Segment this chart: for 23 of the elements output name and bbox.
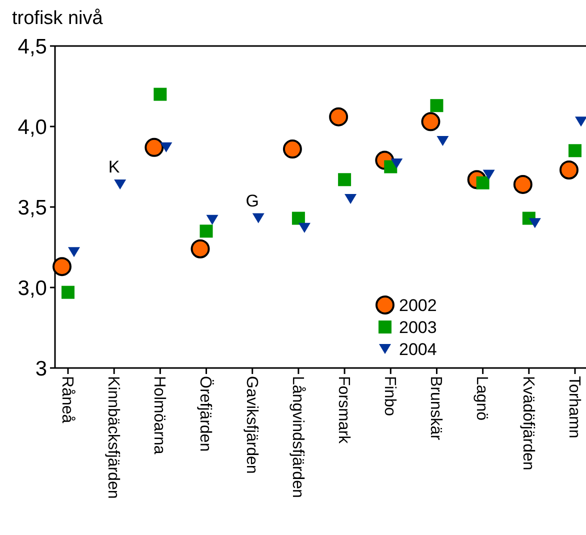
annotation: K	[108, 157, 120, 176]
x-tick-label: Kvädöfjärden	[519, 376, 536, 470]
x-tick-label: Råneå	[58, 376, 76, 424]
legend-label: 2003	[399, 318, 437, 337]
x-tick-label: Långvindsfjärden	[288, 376, 306, 498]
y-tick-label: 3	[35, 357, 47, 380]
x-tick-label: Forsmark	[334, 376, 352, 445]
x-tick-label: Holmöarna	[150, 376, 168, 454]
y-tick-label: 3,5	[18, 196, 47, 220]
legend-label: 2002	[399, 296, 437, 315]
annotation: G	[246, 191, 259, 210]
y-axis-title: trofisk nivå	[12, 8, 104, 29]
y-tick-label: 3,0	[18, 276, 47, 300]
x-tick-label: Örefjärden	[196, 376, 215, 452]
y-tick-label: 4,0	[18, 116, 47, 139]
y-tick-label: 4,5	[18, 35, 47, 58]
x-tick-label: Brunskär	[427, 376, 444, 441]
x-tick-label: Gaviksfjärden	[242, 376, 260, 474]
legend-label: 2004	[399, 340, 437, 359]
x-tick-label: Finbo	[381, 376, 398, 416]
x-tick-label: Kinnbäcksfjärden	[104, 376, 122, 499]
x-tick-label: Torhamn	[565, 376, 582, 438]
x-tick-label: Lagnö	[473, 376, 490, 421]
